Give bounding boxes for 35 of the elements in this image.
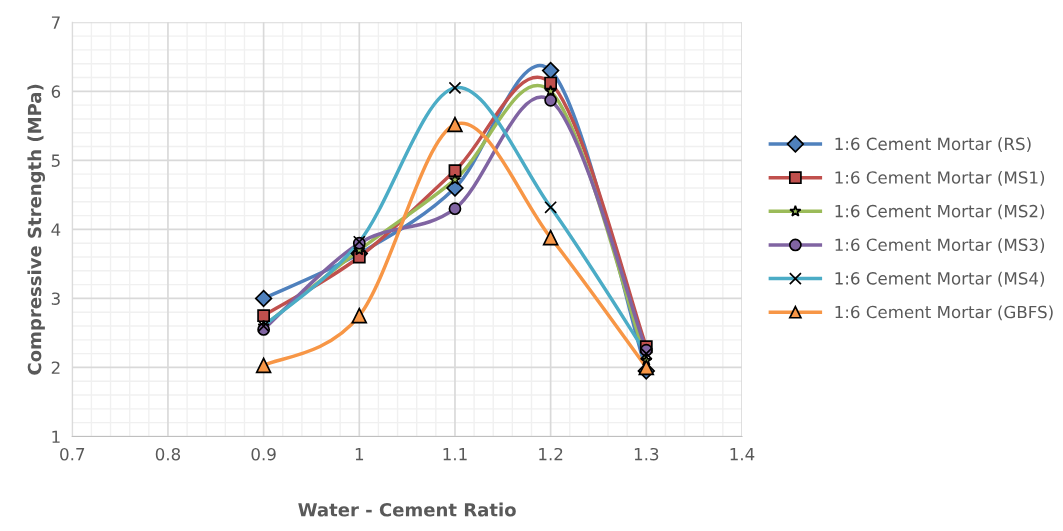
- x-axis-title: Water - Cement Ratio: [298, 502, 516, 517]
- x-tick-label: 1: [355, 448, 364, 461]
- point: [544, 93, 558, 107]
- point: [257, 309, 271, 323]
- point: [351, 307, 368, 324]
- x-tick-label: 0.8: [155, 447, 181, 461]
- y-tick-label: 5: [51, 154, 60, 167]
- legend-label: 1:6 Cement Mortar (GBFS): [835, 305, 1053, 321]
- point: [447, 116, 463, 133]
- point: [638, 359, 655, 376]
- y-tick-label: 4: [51, 223, 61, 236]
- legend-label: 1:6 Cement Mortar (MS3): [835, 238, 1045, 253]
- x-tick-label: 1.1: [443, 448, 467, 461]
- point: [254, 289, 273, 308]
- y-tick-label: 1: [52, 430, 60, 443]
- x-tick-label: 0.7: [60, 447, 85, 461]
- legend-label: 1:6 Cement Mortar (MS1): [835, 170, 1045, 186]
- x-tick-label: 1.4: [730, 448, 755, 461]
- legend-label: 1:6 Cement Mortar (MS2): [835, 204, 1045, 220]
- point: [448, 164, 462, 178]
- y-tick-label: 7: [51, 16, 60, 29]
- x-tick-label: 1.3: [634, 447, 659, 461]
- y-axis-title: Compressive Strength (MPa): [27, 84, 46, 375]
- x-tick-label: 1.2: [539, 447, 563, 461]
- point: [448, 173, 462, 186]
- point: [542, 229, 559, 246]
- y-tick-label: 3: [51, 292, 60, 305]
- y-tick-label: 6: [51, 85, 61, 98]
- legend-label: 1:6 Cement Mortar (RS): [835, 137, 1031, 153]
- y-tick-label: 2: [51, 361, 60, 374]
- legend-label: 1:6 Cement Mortar (MS4): [835, 271, 1045, 287]
- point: [544, 76, 558, 90]
- point: [255, 357, 272, 374]
- point: [448, 202, 462, 216]
- x-tick-label: 0.9: [251, 447, 276, 461]
